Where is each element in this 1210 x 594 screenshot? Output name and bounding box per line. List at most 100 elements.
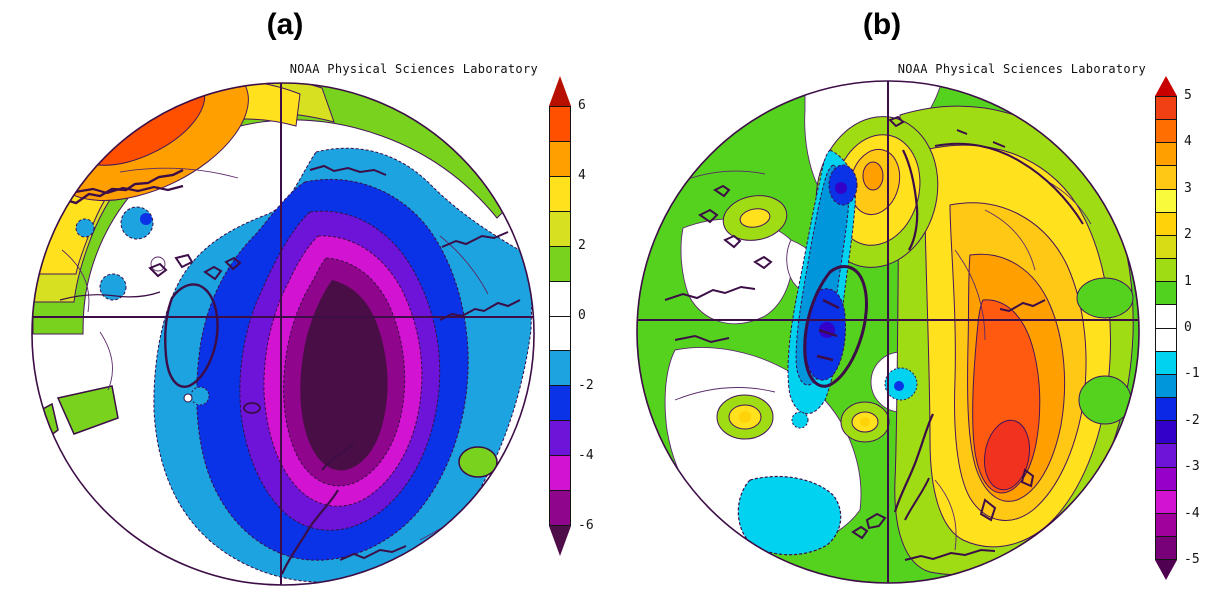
colorbar-segment [1156, 536, 1176, 560]
colorbar-segment [1156, 490, 1176, 514]
colorbar-segment [1156, 398, 1176, 422]
colorbar-b: 5 4 3 2 1 0 -1 -2 -3 -4 -5 [1155, 76, 1210, 588]
panel-b-label: (b) [862, 8, 902, 41]
map-contour [664, 285, 756, 301]
map-contour [637, 81, 1139, 583]
colorbar-segment [1156, 143, 1176, 167]
colorbar-segment [550, 421, 570, 457]
anomaly-b-blue-speck [894, 381, 904, 391]
map-contour [934, 142, 1084, 225]
colorbar-segment [550, 351, 570, 387]
map-contour [309, 164, 387, 176]
anomaly-a-hole-cyan [190, 386, 210, 406]
map-contour [99, 331, 113, 391]
colorbar-segment [1156, 513, 1176, 537]
map-contour [674, 334, 730, 344]
colorbar-tick-label: 0 [578, 308, 586, 323]
green-inlier-1 [1078, 375, 1132, 425]
colorbar-segment [550, 141, 570, 177]
map-contour [59, 291, 161, 301]
colorbar-segment [1156, 235, 1176, 260]
colorbar-segment [1156, 259, 1176, 283]
colorbar-segment [1156, 97, 1176, 121]
map-contour [851, 512, 887, 540]
spot-top-orange-core [862, 161, 884, 191]
colorbar-tick-label: -6 [578, 518, 594, 533]
colorbar-segment [1156, 212, 1176, 236]
colorbar-segment [550, 491, 570, 526]
polar-map-b [636, 80, 1140, 584]
green-inlier-2 [1076, 277, 1134, 319]
map-contour [224, 256, 242, 271]
colorbar-segment [550, 281, 570, 317]
colorbar-scale [1155, 96, 1177, 560]
map-contour [441, 231, 509, 248]
map-contour [119, 167, 239, 179]
anomaly-a-hole-white [183, 393, 193, 403]
watermark-a: NOAA Physical Sciences Laboratory [258, 59, 541, 80]
map-contour [32, 83, 534, 585]
spot-center-core [860, 417, 870, 427]
map-contour [321, 443, 355, 471]
panel-b: (b) [605, 0, 1210, 594]
map-contour [280, 489, 339, 575]
anomaly-a-pocket-1-core [140, 213, 152, 225]
colorbar-segment [550, 456, 570, 492]
colorbar-tick-label: 6 [578, 98, 586, 113]
map-contour [439, 299, 521, 321]
colorbar-tick-label: 5 [1184, 88, 1192, 103]
colorbar-tick-label: 2 [578, 238, 586, 253]
colorbar-tick-label: 2 [1184, 227, 1192, 243]
colorbar-tick-label: 4 [578, 168, 586, 183]
coastlines-b [664, 115, 1084, 561]
colorbar-segment [1156, 120, 1176, 144]
colorbar-tick-label: -3 [1184, 459, 1200, 475]
spot-left2-core [739, 411, 751, 423]
colorbar-a: 6 4 2 0 -2 -4 -6 [549, 76, 609, 564]
coastlines-a [51, 164, 521, 575]
map-contour [816, 298, 840, 362]
colorbar-tick-label: 1 [1184, 273, 1192, 289]
colorbar-top-arrow [1155, 76, 1177, 96]
map-contour [61, 249, 90, 313]
colorbar-tick-label: 4 [1184, 134, 1192, 150]
map-contour [979, 468, 1035, 522]
map-contour [954, 249, 986, 341]
anomaly-a-green-patch-sw [56, 385, 119, 435]
colorbar-top-arrow [549, 76, 571, 106]
anomaly-a-pocket-3 [99, 273, 127, 301]
map-contour [243, 402, 261, 414]
colorbar-bottom-arrow [549, 526, 571, 556]
map-contour [888, 115, 1006, 148]
colorbar-tick-label: -5 [1184, 552, 1200, 567]
colorbar-bottom-arrow [1155, 560, 1177, 580]
map-contour [674, 387, 776, 401]
anomaly-a-dark-core [300, 280, 388, 471]
map-contour [339, 545, 407, 561]
map-contour [174, 253, 194, 269]
map-contour [999, 299, 1046, 313]
map-a-border [31, 82, 535, 586]
colorbar-segment [1156, 374, 1176, 399]
map-contour [684, 170, 766, 181]
colorbar-tick-label: -4 [1184, 505, 1200, 521]
map-contour [150, 256, 166, 272]
colorbar-segment [1156, 444, 1176, 468]
map-contour [74, 184, 184, 195]
colorbar-segment [550, 176, 570, 212]
colorbar-segment [550, 211, 570, 247]
colorbar-segment [550, 107, 570, 142]
colorbar-segment [1156, 282, 1176, 306]
colorbar-tick-label: -1 [1184, 366, 1200, 382]
map-contour [902, 149, 919, 251]
panel-a: (a) [0, 0, 600, 594]
colorbar-tick-label: -2 [578, 378, 594, 393]
colorbar-tick-label: -2 [1184, 412, 1200, 428]
colorbar-segment [1156, 189, 1176, 213]
anomaly-a-green-patch-se [458, 446, 498, 478]
colorbar-tick-label: 0 [1184, 320, 1192, 335]
colorbar-segment [1156, 421, 1176, 445]
colorbar-segment [1156, 351, 1176, 375]
anomaly-a-pocket-2 [75, 218, 95, 238]
map-contour [803, 265, 868, 388]
